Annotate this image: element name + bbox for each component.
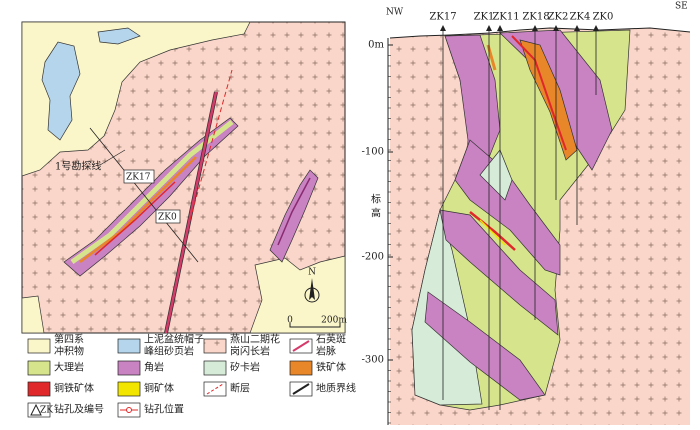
drill-hole-label: ZK1 — [474, 12, 495, 23]
quartz-porphyry-dike — [164, 91, 218, 334]
legend-swatch — [27, 338, 51, 354]
scale-label: 200m — [321, 316, 347, 326]
legend-label: 铁矿体 — [316, 361, 346, 374]
legend-symbol — [30, 403, 42, 416]
legend-symbol — [126, 407, 132, 413]
quaternary — [21, 21, 251, 177]
legend-label: 石英斑 — [316, 333, 346, 346]
surface — [389, 27, 691, 39]
copper-ore — [479, 219, 506, 246]
legend-label: 铜矿体 — [144, 382, 174, 395]
sandstone — [41, 41, 81, 141]
elevation-label: 0m — [368, 40, 384, 51]
legend-label: 大理岩 — [54, 361, 84, 374]
elevation-label: -100 — [362, 147, 384, 158]
hornfels — [424, 291, 546, 401]
map-label: ZK0 — [158, 213, 177, 223]
scale-bar — [289, 323, 341, 328]
legend-swatch — [117, 338, 141, 354]
legend-symbol — [292, 383, 310, 395]
legend-label: 峰组砂页岩 — [144, 345, 194, 358]
legend-swatch — [27, 360, 51, 376]
drill-hole-label: ZK2 — [548, 12, 569, 23]
legend-symbol — [206, 383, 224, 395]
geologic-map: 1号勘探线 ZK17 ZK0 N 0 200m — [21, 21, 347, 334]
copper-iron-ore — [469, 211, 516, 251]
legend-symbol — [292, 340, 310, 352]
map-label: ZK17 — [126, 173, 151, 183]
legend-label: 钻孔及编号 — [54, 403, 104, 416]
label-box — [155, 209, 181, 224]
direction-label: SE — [675, 2, 688, 12]
drill-arrow — [574, 25, 580, 31]
drill-hole-label: ZK0 — [593, 12, 614, 23]
copper-iron-ore — [511, 35, 567, 151]
hornfels-belt — [269, 169, 319, 263]
leader-line — [99, 149, 126, 166]
legend-label: 角岩 — [144, 361, 164, 374]
legend-label: 地质界线 — [316, 382, 356, 395]
legend-swatch — [117, 360, 141, 376]
legend-label: 铜铁矿体 — [54, 382, 94, 395]
legend-swatch — [289, 360, 313, 376]
scale-label: 0 — [287, 316, 293, 326]
legend-label: 钻孔位置 — [144, 403, 184, 416]
legend-swatch — [203, 338, 227, 354]
drill-hole-label: ZK17 — [429, 12, 456, 23]
legend-symbol-label: ZK — [40, 406, 53, 416]
dike — [277, 177, 311, 246]
axis-title: 高 — [371, 207, 381, 220]
north-label: N — [308, 268, 316, 278]
exploration-line — [89, 127, 199, 263]
drill-arrow — [553, 25, 559, 31]
legend-label: 岗闪长岩 — [230, 345, 270, 358]
quaternary — [21, 295, 45, 334]
hornfels — [439, 209, 559, 336]
sandstone — [97, 27, 141, 45]
iron-ore — [79, 156, 197, 263]
drill-hole-label: ZK18 — [522, 12, 549, 23]
legend-swatch — [117, 381, 141, 397]
copper-iron-ore — [94, 181, 176, 256]
elevation-label: -300 — [362, 355, 384, 366]
map-label: 1号勘探线 — [55, 160, 101, 173]
drill-arrow — [532, 25, 538, 31]
legend-label: 断层 — [230, 382, 250, 395]
drill-hole-label: ZK11 — [492, 12, 519, 23]
label-box — [123, 169, 155, 184]
drill-arrow — [440, 25, 446, 31]
legend-label: 岩脉 — [316, 345, 336, 358]
drill-arrow — [593, 25, 599, 31]
fault — [189, 69, 233, 221]
elevation-label: -200 — [362, 252, 384, 263]
quaternary — [249, 255, 346, 334]
drill-arrow — [486, 25, 492, 31]
axis-title: 标 — [371, 194, 381, 206]
skarn — [479, 149, 513, 201]
legend-label: 第四系 — [54, 333, 84, 346]
legend-swatch — [203, 360, 227, 376]
legend-label: 矽卡岩 — [230, 361, 260, 374]
legend-swatch — [27, 381, 51, 397]
direction-label: NW — [386, 8, 404, 18]
drill-hole-label: ZK4 — [570, 12, 591, 23]
legend-label: 上泥盆统帽子 — [144, 333, 204, 346]
drill-arrow — [497, 25, 503, 31]
legend-label: 燕山二期花 — [230, 333, 280, 346]
legend-label: 冲积物 — [54, 345, 84, 358]
north-arrow — [309, 278, 315, 300]
